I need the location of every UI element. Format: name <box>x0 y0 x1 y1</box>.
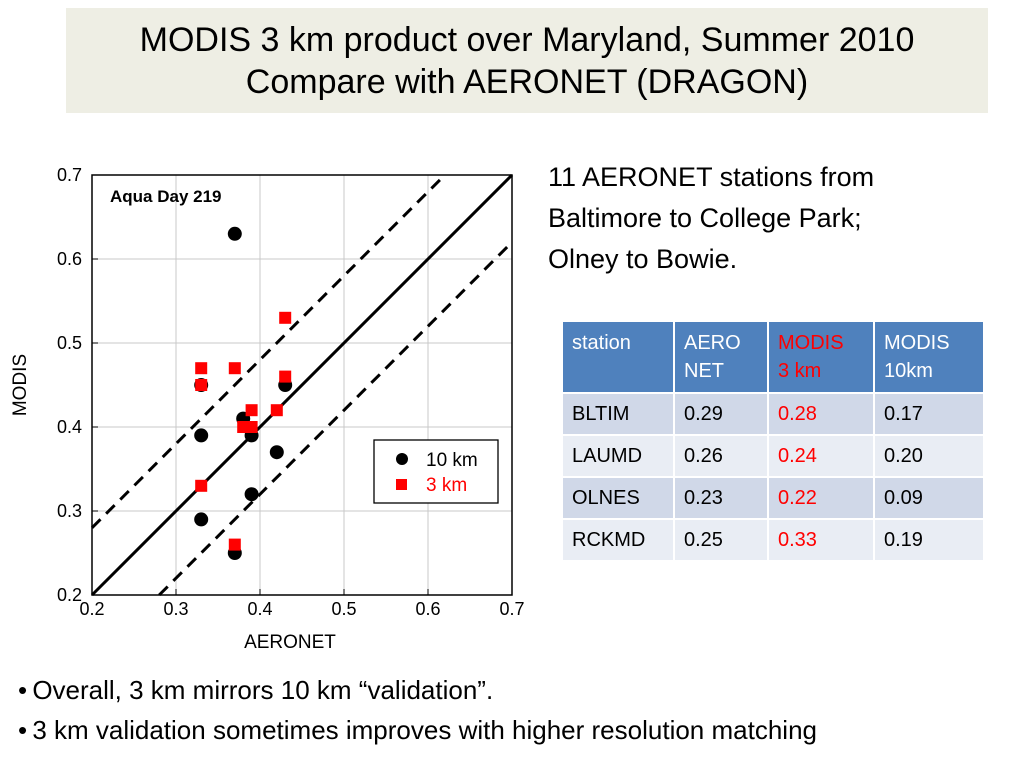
table-row: LAUMD 0.26 0.24 0.20 <box>561 434 985 478</box>
cell-station: RCKMD <box>561 518 675 562</box>
title-line-2: Compare with AERONET (DRAGON) <box>245 62 809 101</box>
point-3km <box>195 362 208 375</box>
cell-modis-10km: 0.09 <box>873 476 985 520</box>
legend-label-3km: 3 km <box>426 475 467 496</box>
legend-marker-10km <box>396 453 408 465</box>
point-3km <box>279 370 292 383</box>
table-header-row: station AERO NET MODIS 3 km MODIS 10km <box>561 320 985 394</box>
point-10km <box>269 445 284 460</box>
cell-aeronet: 0.23 <box>673 476 769 520</box>
x-tick-label: 0.2 <box>79 599 104 619</box>
header-station: station <box>561 320 675 394</box>
point-3km <box>245 421 258 433</box>
legend: 10 km 3 km <box>373 439 499 504</box>
chart-annotation: Aqua Day 219 <box>110 187 222 206</box>
legend-label-10km: 10 km <box>426 450 478 471</box>
side-text-line-1: 11 AERONET stations from <box>548 162 875 192</box>
y-tick-label: 0.3 <box>57 501 82 521</box>
x-tick-label: 0.3 <box>163 599 188 619</box>
y-tick-label: 0.5 <box>57 333 82 353</box>
x-tick-label: 0.7 <box>499 599 524 619</box>
bullet-item: • 3 km validation sometimes improves wit… <box>18 715 817 745</box>
one-to-one-line <box>90 173 514 597</box>
plot-frame <box>91 174 513 596</box>
y-tick-label: 0.4 <box>57 417 82 437</box>
cell-modis-3km: 0.28 <box>767 392 875 436</box>
table-row: BLTIM 0.29 0.28 0.17 <box>561 392 985 436</box>
point-3km <box>195 479 208 492</box>
data-points <box>194 226 293 560</box>
table-row: RCKMD 0.25 0.33 0.19 <box>561 518 985 562</box>
cell-modis-3km: 0.22 <box>767 476 875 520</box>
summary-bullets: • Overall, 3 km mirrors 10 km “validatio… <box>18 670 1018 750</box>
header-aeronet: AERO NET <box>673 320 769 394</box>
scatter-chart: 0.2 0.3 0.4 0.5 0.6 0.7 0.2 0.3 0.4 0.5 0.6 0.7 Aqu… <box>10 165 525 653</box>
table-row: OLNES 0.23 0.22 0.09 <box>561 476 985 520</box>
upper-envelope-line <box>90 173 446 529</box>
header-modis-10km-line-2: 10km <box>884 360 933 382</box>
point-3km <box>228 538 241 551</box>
point-3km <box>228 362 241 375</box>
cell-modis-10km: 0.17 <box>873 392 985 436</box>
cell-modis-10km: 0.19 <box>873 518 985 562</box>
header-modis-3km-line-2: 3 km <box>778 360 822 382</box>
cell-modis-10km: 0.20 <box>873 434 985 478</box>
side-text-line-3: Olney to Bowie. <box>548 244 738 274</box>
header-station-line-1: station <box>572 332 631 354</box>
point-3km <box>279 311 292 324</box>
header-aeronet-line-2: NET <box>684 360 724 382</box>
header-modis-3km: MODIS 3 km <box>767 320 875 394</box>
header-modis-10km: MODIS 10km <box>873 320 985 394</box>
title-box: MODIS 3 km product over Maryland, Summer… <box>66 8 988 113</box>
bullet-item: • Overall, 3 km mirrors 10 km “validatio… <box>18 675 494 705</box>
cell-modis-3km: 0.24 <box>767 434 875 478</box>
bullet-text: Overall, 3 km mirrors 10 km “validation”… <box>32 675 494 705</box>
reference-lines <box>90 173 514 597</box>
cell-station: LAUMD <box>561 434 675 478</box>
x-axis-label: AERONET <box>244 632 336 653</box>
point-10km <box>227 226 242 241</box>
title-line-1: MODIS 3 km product over Maryland, Summer… <box>139 20 915 59</box>
x-tick-label: 0.4 <box>247 599 272 619</box>
point-3km <box>270 404 283 417</box>
axis-ticks: 0.2 0.3 0.4 0.5 0.6 0.7 0.2 0.3 0.4 0.5 0.6 0.7 <box>57 165 525 619</box>
y-tick-label: 0.6 <box>57 249 82 269</box>
legend-box <box>373 439 499 504</box>
header-modis-3km-line-1: MODIS <box>778 332 844 354</box>
point-10km <box>194 512 209 527</box>
cell-aeronet: 0.25 <box>673 518 769 562</box>
cell-station: BLTIM <box>561 392 675 436</box>
stations-description: 11 AERONET stations from Baltimore to Co… <box>548 157 968 280</box>
point-10km <box>194 428 209 443</box>
cell-station: OLNES <box>561 476 675 520</box>
header-aeronet-line-1: AERO <box>684 332 741 354</box>
x-tick-label: 0.6 <box>415 599 440 619</box>
lower-envelope-line <box>158 241 514 597</box>
point-3km <box>195 379 208 391</box>
x-tick-label: 0.5 <box>331 599 356 619</box>
point-3km <box>245 404 258 417</box>
bullet-text: 3 km validation sometimes improves with … <box>32 715 817 745</box>
y-tick-label: 0.7 <box>57 165 82 185</box>
cell-aeronet: 0.26 <box>673 434 769 478</box>
y-axis-label: MODIS <box>10 354 31 416</box>
y-tick-label: 0.2 <box>57 585 82 605</box>
point-10km <box>244 487 259 502</box>
legend-marker-3km <box>396 479 407 490</box>
side-text-line-2: Baltimore to College Park; <box>548 203 862 233</box>
cell-aeronet: 0.29 <box>673 392 769 436</box>
station-comparison-table: station AERO NET MODIS 3 km MODIS 10km B… <box>561 320 985 562</box>
cell-modis-3km: 0.33 <box>767 518 875 562</box>
header-modis-10km-line-1: MODIS <box>884 332 950 354</box>
